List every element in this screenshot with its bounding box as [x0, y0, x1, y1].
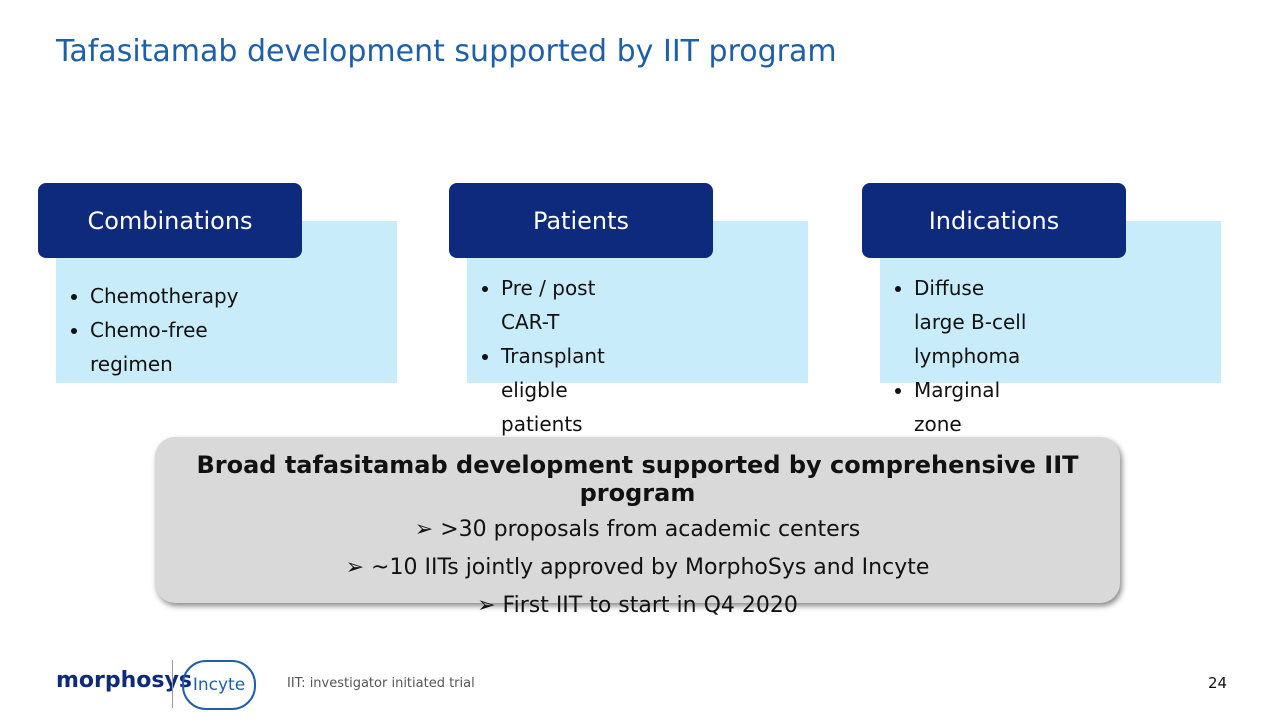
footnote: IIT: investigator initiated trial	[287, 676, 475, 691]
bullet-item: Transplant eligble patients	[501, 339, 605, 441]
column-header: Patients	[449, 183, 713, 258]
summary-list: ➢ >30 proposals from academic centers ➢ ~…	[155, 511, 1120, 625]
arrow-bullet: ➢	[414, 517, 441, 542]
bullet-item: Diffuse large B-cell lymphoma	[914, 271, 1036, 373]
column-header: Combinations	[38, 183, 302, 258]
arrow-bullet: ➢	[477, 593, 503, 618]
logo-morphosys: morphosys	[56, 668, 192, 693]
column-header: Indications	[862, 183, 1126, 258]
slide-title: Tafasitamab development supported by IIT…	[56, 34, 837, 69]
summary-text: >30 proposals from academic centers	[440, 517, 861, 542]
logo-incyte: Incyte	[182, 660, 256, 710]
arrow-bullet: ➢	[345, 555, 372, 580]
summary-text: ~10 IITs jointly approved by MorphoSys a…	[371, 555, 930, 580]
summary-item: ➢ First IIT to start in Q4 2020	[155, 587, 1120, 625]
bullet-list: ChemotherapyChemo-free regimen	[72, 279, 239, 381]
summary-item: ➢ ~10 IITs jointly approved by MorphoSys…	[155, 549, 1120, 587]
divider	[172, 660, 173, 708]
page-number: 24	[1208, 674, 1228, 692]
bullet-item: Chemo-free regimen	[90, 313, 239, 381]
bullet-item: Chemotherapy	[90, 279, 239, 313]
summary-box: Broad tafasitamab development supported …	[155, 437, 1120, 618]
bullet-item: Pre / post CAR-T	[501, 271, 605, 339]
summary-item: ➢ >30 proposals from academic centers	[155, 511, 1120, 549]
summary-text: First IIT to start in Q4 2020	[502, 593, 798, 618]
summary-heading: Broad tafasitamab development supported …	[196, 451, 1079, 507]
